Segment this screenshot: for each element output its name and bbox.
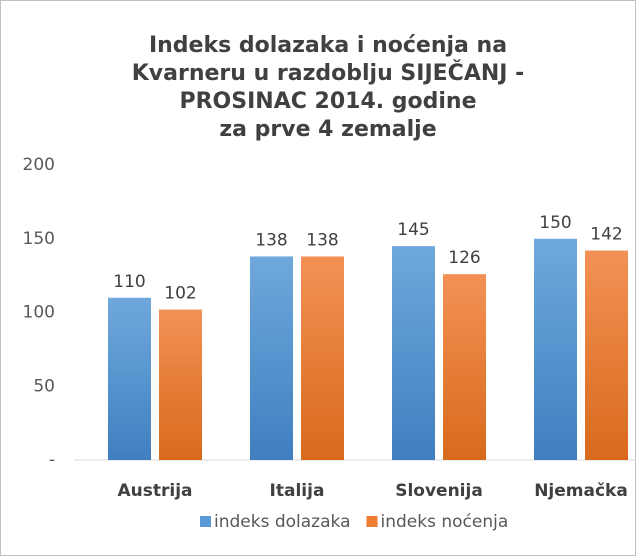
value-label: 102	[164, 284, 196, 304]
value-label: 138	[255, 230, 287, 250]
bar	[443, 274, 486, 460]
y-tick-label: 100	[23, 303, 55, 323]
value-label: 145	[397, 220, 429, 240]
x-tick-label: Slovenija	[395, 481, 483, 501]
chart-title: PROSINAC 2014. godine	[179, 89, 476, 114]
legend-label: indeks dolazaka	[214, 512, 351, 532]
chart-title: Indeks dolazaka i noćenja na	[149, 33, 507, 58]
bar	[250, 256, 293, 460]
x-tick-label: Italija	[270, 481, 325, 501]
x-tick-label: Austrija	[117, 481, 192, 501]
legend-swatch	[200, 516, 211, 527]
value-label: 110	[113, 272, 145, 292]
chart-title: za prve 4 zemalje	[219, 117, 436, 142]
bar	[301, 256, 344, 460]
legend-label: indeks noćenja	[381, 512, 509, 532]
bar	[392, 246, 435, 460]
y-tick-label: 200	[23, 155, 55, 175]
bar	[159, 309, 202, 460]
y-tick-label: 150	[23, 229, 55, 249]
value-label: 142	[590, 225, 622, 245]
value-label: 126	[448, 248, 480, 268]
bar	[108, 297, 151, 460]
chart-title: Kvarneru u razdoblju SIJEČANJ -	[132, 60, 524, 86]
y-tick-label: 50	[33, 376, 55, 396]
y-tick-label: -	[49, 450, 55, 470]
legend-swatch	[366, 516, 378, 527]
x-tick-label: Njemačka	[534, 481, 628, 501]
bar	[585, 250, 628, 460]
bar	[534, 238, 577, 460]
value-label: 150	[539, 213, 571, 233]
value-label: 138	[306, 230, 338, 250]
